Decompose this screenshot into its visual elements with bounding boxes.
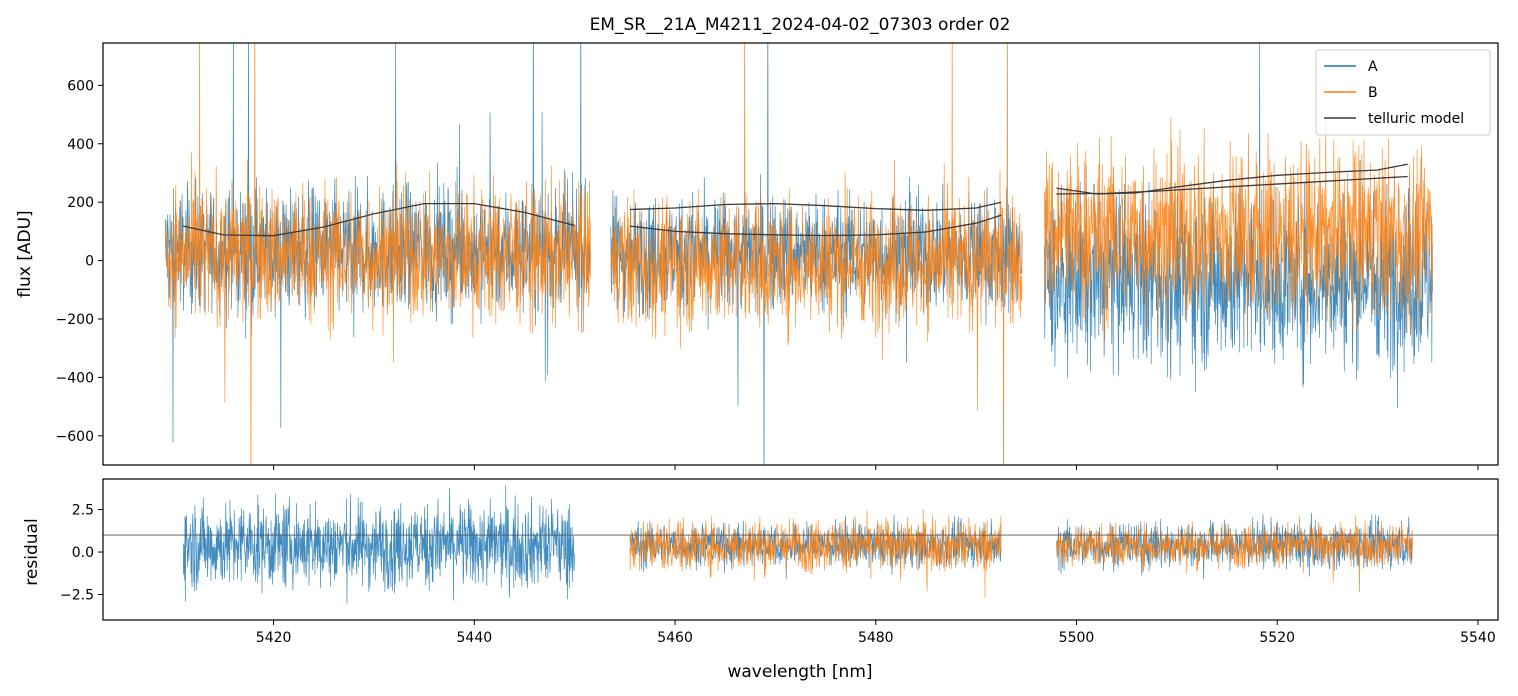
residual-y-label: residual bbox=[22, 518, 42, 585]
y-tick-label: −400 bbox=[56, 370, 94, 386]
flux-series-b-segment bbox=[164, 43, 591, 465]
flux-plot-area bbox=[164, 43, 1433, 465]
x-axis-label: wavelength [nm] bbox=[727, 662, 872, 682]
x-tick-label: 5460 bbox=[657, 630, 693, 646]
y-tick-label: −200 bbox=[56, 312, 94, 328]
flux-y-label: flux [ADU] bbox=[15, 210, 35, 297]
residual-axes-frame bbox=[102, 478, 1499, 621]
telluric-model-line bbox=[629, 201, 1002, 211]
telluric-model-line bbox=[629, 214, 1002, 237]
flux-y-ticks: −600 −400 −200 0 200 400 600 bbox=[56, 78, 103, 445]
y-tick-label: 0.0 bbox=[72, 545, 94, 561]
x-tick-label: 5540 bbox=[1460, 630, 1496, 646]
residual-y-ticks: −2.5 0.0 2.5 bbox=[60, 503, 103, 604]
y-tick-label: 0 bbox=[85, 254, 94, 270]
y-tick-label: 600 bbox=[67, 78, 94, 94]
chart-title: EM_SR__21A_M4211_2024-04-02_07303 order … bbox=[590, 15, 1011, 35]
y-tick-label: 200 bbox=[67, 195, 94, 211]
flux-series-b-segment bbox=[1044, 117, 1433, 342]
residual-x-ticks: 5420 5440 5460 5480 5500 5520 5540 bbox=[256, 620, 1496, 646]
y-tick-label: 400 bbox=[67, 137, 94, 153]
x-tick-label: 5440 bbox=[457, 630, 493, 646]
x-tick-label: 5500 bbox=[1059, 630, 1095, 646]
residual-plot-area bbox=[103, 485, 1498, 604]
x-tick-label: 5420 bbox=[256, 630, 292, 646]
flux-x-ticks bbox=[273, 465, 1479, 470]
legend-box bbox=[1315, 49, 1491, 136]
telluric-model-line bbox=[183, 202, 575, 237]
legend-label-telluric: telluric model bbox=[1368, 111, 1464, 127]
residual-series-b-segment bbox=[629, 508, 1002, 598]
y-tick-label: −2.5 bbox=[60, 588, 94, 604]
residual-series-a-segment bbox=[182, 485, 575, 604]
y-tick-label: 2.5 bbox=[72, 503, 94, 519]
x-tick-label: 5480 bbox=[858, 630, 894, 646]
legend-label-b: B bbox=[1368, 85, 1378, 101]
telluric-model-line bbox=[1056, 163, 1408, 195]
y-tick-label: −600 bbox=[56, 429, 94, 445]
flux-series-b-segment bbox=[610, 43, 1023, 465]
x-tick-label: 5520 bbox=[1259, 630, 1295, 646]
legend: A B telluric model bbox=[1315, 49, 1491, 136]
flux-axes-frame bbox=[102, 42, 1499, 466]
legend-label-a: A bbox=[1368, 59, 1378, 75]
